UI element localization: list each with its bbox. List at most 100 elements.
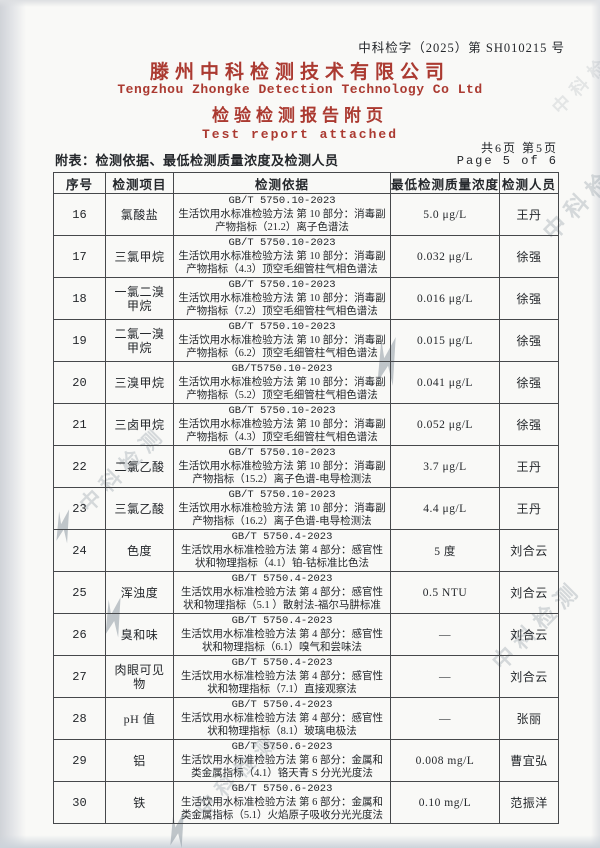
basis-standard: GB/T 5750.10-2023 bbox=[228, 195, 336, 207]
concentration-cell: 0.016 μg/L bbox=[390, 277, 500, 320]
table-row: 17 三氯甲烷 GB/T 5750.10-2023 生活饮用水标准检验方法 第 … bbox=[53, 235, 559, 278]
basis-cell: GB/T 5750.4-2023 生活饮用水标准检验方法 第 4 部分：感官性状… bbox=[173, 655, 391, 698]
serial-cell: 28 bbox=[53, 697, 106, 740]
basis-standard: GB/T 5750.4-2023 bbox=[231, 531, 333, 543]
serial-cell: 24 bbox=[53, 529, 106, 572]
person-cell: 徐强 bbox=[499, 361, 559, 404]
basis-standard: GB/T 5750.10-2023 bbox=[228, 279, 336, 291]
basis-cell: GB/T 5750.10-2023 生活饮用水标准检验方法 第 10 部分：消毒… bbox=[173, 445, 391, 488]
page-count-cn: 共6页 第5页 bbox=[480, 141, 558, 155]
person-cell: 刘合云 bbox=[499, 571, 559, 614]
basis-cell: GB/T 5750.6-2023 生活饮用水标准检验方法 第 6 部分：金属和类… bbox=[173, 781, 391, 824]
basis-standard: GB/T 5750.10-2023 bbox=[228, 489, 336, 501]
report-title-en: Test report attached bbox=[201, 127, 399, 142]
person-cell: 王丹 bbox=[499, 193, 559, 236]
company-name-cn: 滕州中科检测技术有限公司 bbox=[149, 62, 450, 83]
basis-standard: GB/T5750.10-2023 bbox=[231, 363, 333, 375]
col-test-basis: 检测依据 bbox=[173, 172, 391, 194]
concentration-cell: 0.008 mg/L bbox=[390, 739, 500, 782]
basis-method: 生活饮用水标准检验方法 第 6 部分：金属和类金属指标（4.1）铬天青 S 分光… bbox=[180, 755, 384, 779]
concentration-cell: 3.7 μg/L bbox=[390, 445, 500, 488]
basis-cell: GB/T 5750.4-2023 生活饮用水标准检验方法 第 4 部分：感官性状… bbox=[173, 571, 391, 614]
basis-method: 生活饮用水标准检验方法 第 10 部分：消毒副产物指标（21.2）离子色谱法 bbox=[178, 209, 386, 233]
basis-method: 生活饮用水标准检验方法 第 10 部分：消毒副产物指标（7.2）顶空毛细管柱气相… bbox=[178, 293, 386, 317]
basis-cell: GB/T 5750.10-2023 生活饮用水标准检验方法 第 10 部分：消毒… bbox=[173, 403, 391, 446]
basis-cell: GB/T5750.10-2023 生活饮用水标准检验方法 第 10 部分：消毒副… bbox=[173, 361, 391, 404]
table-row: 24 色度 GB/T 5750.4-2023 生活饮用水标准检验方法 第 4 部… bbox=[53, 529, 559, 572]
basis-cell: GB/T 5750.10-2023 生活饮用水标准检验方法 第 10 部分：消毒… bbox=[173, 487, 391, 530]
item-cell: 三卤甲烷 bbox=[105, 403, 174, 446]
person-cell: 徐强 bbox=[499, 403, 559, 446]
table-row: 26 臭和味 GB/T 5750.4-2023 生活饮用水标准检验方法 第 4 … bbox=[53, 613, 559, 656]
serial-cell: 30 bbox=[53, 781, 106, 824]
serial-cell: 19 bbox=[53, 319, 106, 362]
basis-cell: GB/T 5750.10-2023 生活饮用水标准检验方法 第 10 部分：消毒… bbox=[173, 193, 391, 236]
person-cell: 刘合云 bbox=[499, 613, 559, 656]
basis-standard: GB/T 5750.10-2023 bbox=[228, 405, 336, 417]
basis-standard: GB/T 5750.10-2023 bbox=[228, 447, 336, 459]
item-cell: 三氯乙酸 bbox=[105, 487, 174, 530]
col-min-conc: 最低检测质量浓度 bbox=[390, 172, 500, 194]
person-cell: 范振洋 bbox=[499, 781, 559, 824]
item-cell: 二氯一溴甲烷 bbox=[105, 319, 174, 362]
item-cell: 肉眼可见物 bbox=[105, 655, 174, 698]
person-cell: 徐强 bbox=[499, 277, 559, 320]
person-cell: 刘合云 bbox=[499, 655, 559, 698]
table-row: 30 铁 GB/T 5750.6-2023 生活饮用水标准检验方法 第 6 部分… bbox=[53, 781, 559, 824]
basis-standard: GB/T 5750.10-2023 bbox=[228, 237, 336, 249]
basis-cell: GB/T 5750.4-2023 生活饮用水标准检验方法 第 4 部分：感官性状… bbox=[173, 613, 391, 656]
concentration-cell: 5.0 μg/L bbox=[390, 193, 500, 236]
serial-cell: 17 bbox=[53, 235, 106, 278]
serial-cell: 26 bbox=[53, 613, 106, 656]
col-serial: 序号 bbox=[53, 172, 106, 194]
person-cell: 张丽 bbox=[499, 697, 559, 740]
basis-cell: GB/T 5750.6-2023 生活饮用水标准检验方法 第 6 部分：金属和类… bbox=[173, 739, 391, 782]
person-cell: 曹宜弘 bbox=[499, 739, 559, 782]
concentration-cell: 0.10 mg/L bbox=[390, 781, 500, 824]
concentration-cell: 0.041 μg/L bbox=[390, 361, 500, 404]
person-cell: 徐强 bbox=[499, 319, 559, 362]
serial-cell: 16 bbox=[53, 193, 106, 236]
item-cell: 色度 bbox=[105, 529, 174, 572]
scan-edge-right bbox=[591, 0, 600, 848]
col-test-person: 检测人员 bbox=[499, 172, 559, 194]
item-cell: 铁 bbox=[105, 781, 174, 824]
basis-method: 生活饮用水标准检验方法 第 10 部分：消毒副产物指标（4.3）顶空毛细管柱气相… bbox=[178, 251, 386, 275]
concentration-cell: 0.032 μg/L bbox=[390, 235, 500, 278]
report-table-wrap: 序号 检测项目 检测依据 最低检测质量浓度 检测人员 16 氯酸盐 GB/T 5… bbox=[53, 172, 559, 824]
table-row: 27 肉眼可见物 GB/T 5750.4-2023 生活饮用水标准检验方法 第 … bbox=[53, 655, 559, 698]
basis-method: 生活饮用水标准检验方法 第 10 部分：消毒副产物指标（16.2）离子色谱-电导… bbox=[178, 503, 386, 527]
basis-cell: GB/T 5750.4-2023 生活饮用水标准检验方法 第 4 部分：感官性状… bbox=[173, 697, 391, 740]
basis-method: 生活饮用水标准检验方法 第 10 部分：消毒副产物指标（4.3）顶空毛细管柱气相… bbox=[178, 419, 386, 443]
serial-cell: 20 bbox=[53, 361, 106, 404]
report-table-body: 16 氯酸盐 GB/T 5750.10-2023 生活饮用水标准检验方法 第 1… bbox=[53, 193, 559, 824]
table-caption: 附表：检测依据、最低检测质量浓度及检测人员 bbox=[55, 153, 339, 168]
item-cell: 二氯乙酸 bbox=[105, 445, 174, 488]
table-row: 29 铝 GB/T 5750.6-2023 生活饮用水标准检验方法 第 6 部分… bbox=[53, 739, 559, 782]
concentration-cell: — bbox=[390, 613, 500, 656]
concentration-cell: 0.052 μg/L bbox=[390, 403, 500, 446]
person-cell: 王丹 bbox=[499, 445, 559, 488]
concentration-cell: 0.015 μg/L bbox=[390, 319, 500, 362]
table-header-row: 序号 检测项目 检测依据 最低检测质量浓度 检测人员 bbox=[53, 172, 559, 194]
scan-edge-bottom bbox=[0, 835, 600, 848]
basis-method: 生活饮用水标准检验方法 第 4 部分：感官性状和物理指标（4.1）铂-钴标准比色… bbox=[180, 545, 384, 569]
item-cell: 臭和味 bbox=[105, 613, 174, 656]
report-table: 序号 检测项目 检测依据 最低检测质量浓度 检测人员 16 氯酸盐 GB/T 5… bbox=[53, 172, 559, 824]
basis-standard: GB/T 5750.4-2023 bbox=[231, 699, 333, 711]
item-cell: pH 值 bbox=[105, 697, 174, 740]
item-cell: 铝 bbox=[105, 739, 174, 782]
table-row: 16 氯酸盐 GB/T 5750.10-2023 生活饮用水标准检验方法 第 1… bbox=[53, 193, 559, 236]
basis-cell: GB/T 5750.10-2023 生活饮用水标准检验方法 第 10 部分：消毒… bbox=[173, 235, 391, 278]
item-cell: 一氯二溴甲烷 bbox=[105, 277, 174, 320]
basis-standard: GB/T 5750.4-2023 bbox=[231, 657, 333, 669]
table-row: 23 三氯乙酸 GB/T 5750.10-2023 生活饮用水标准检验方法 第 … bbox=[53, 487, 559, 530]
report-title-cn: 检验检测报告附页 bbox=[212, 106, 388, 125]
item-cell: 浑浊度 bbox=[105, 571, 174, 614]
scan-edge-top bbox=[0, 0, 600, 7]
basis-method: 生活饮用水标准检验方法 第 4 部分：感官性状和物理指标（7.1）直接观察法 bbox=[180, 671, 384, 695]
table-row: 19 二氯一溴甲烷 GB/T 5750.10-2023 生活饮用水标准检验方法 … bbox=[53, 319, 559, 362]
item-cell: 三氯甲烷 bbox=[105, 235, 174, 278]
basis-cell: GB/T 5750.10-2023 生活饮用水标准检验方法 第 10 部分：消毒… bbox=[173, 277, 391, 320]
